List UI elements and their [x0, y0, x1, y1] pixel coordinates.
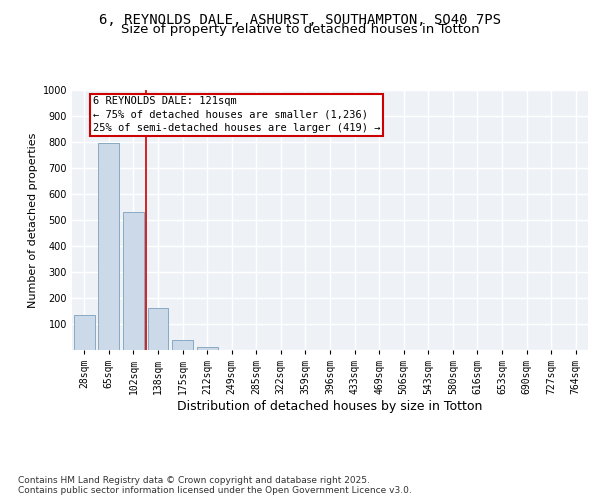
Bar — [98, 144, 119, 350]
Bar — [74, 315, 95, 350]
Text: 6, REYNOLDS DALE, ASHURST, SOUTHAMPTON, SO40 7PS: 6, REYNOLDS DALE, ASHURST, SOUTHAMPTON, … — [99, 12, 501, 26]
Bar — [197, 346, 218, 350]
Text: Contains HM Land Registry data © Crown copyright and database right 2025.
Contai: Contains HM Land Registry data © Crown c… — [18, 476, 412, 495]
X-axis label: Distribution of detached houses by size in Totton: Distribution of detached houses by size … — [178, 400, 482, 413]
Y-axis label: Number of detached properties: Number of detached properties — [28, 132, 38, 308]
Bar — [148, 308, 169, 350]
Text: 6 REYNOLDS DALE: 121sqm
← 75% of detached houses are smaller (1,236)
25% of semi: 6 REYNOLDS DALE: 121sqm ← 75% of detache… — [93, 96, 380, 133]
Text: Size of property relative to detached houses in Totton: Size of property relative to detached ho… — [121, 24, 479, 36]
Bar — [172, 340, 193, 350]
Bar — [123, 212, 144, 350]
